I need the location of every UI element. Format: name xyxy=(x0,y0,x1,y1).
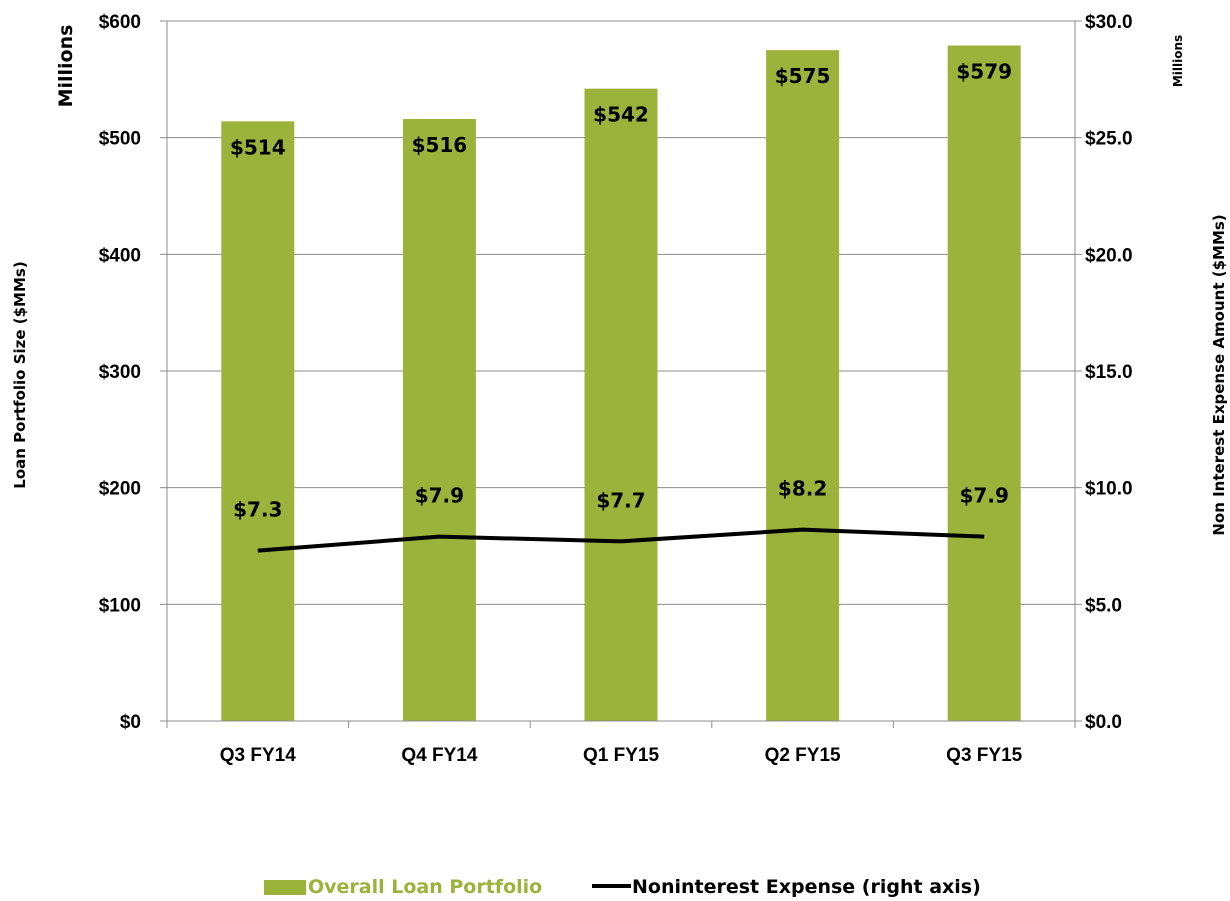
line-data-label: $7.9 xyxy=(415,484,464,508)
x-axis-category-label: Q4 FY14 xyxy=(401,745,477,766)
left-axis-title: Loan Portfolio Size ($MMs) xyxy=(11,261,29,488)
right-axis-title: Non Interest Expense Amount ($MMs) xyxy=(1210,214,1228,535)
bar-series xyxy=(221,45,1021,722)
line-data-label: $7.7 xyxy=(596,488,645,512)
left-axis-tick-label: $400 xyxy=(99,245,141,266)
line-data-label: $8.2 xyxy=(778,477,827,501)
axis-titles: Millions Loan Portfolio Size ($MMs) Mill… xyxy=(11,25,1228,536)
bar-data-label: $579 xyxy=(956,60,1012,84)
x-axis-category-label: Q3 FY14 xyxy=(220,745,296,766)
bar xyxy=(947,45,1021,721)
right-axis-tick-label: $20.0 xyxy=(1085,245,1133,266)
line-series xyxy=(257,527,985,553)
right-axis-tick-label: $30.0 xyxy=(1085,12,1133,33)
bar-data-label: $542 xyxy=(593,103,649,127)
left-axis-tick-label: $500 xyxy=(99,129,141,150)
bar xyxy=(402,119,476,721)
left-axis-tick-label: $200 xyxy=(99,479,141,500)
left-axis-unit-label: Millions xyxy=(55,25,77,108)
left-axis-tick-label: $100 xyxy=(99,595,141,616)
bar-data-label: $516 xyxy=(412,133,468,157)
bar-data-label: $514 xyxy=(230,135,286,159)
left-axis-tick-label: $600 xyxy=(99,12,141,33)
bar xyxy=(584,88,658,721)
left-axis-tick-label: $0 xyxy=(120,712,141,733)
right-axis-tick-label: $5.0 xyxy=(1085,595,1122,616)
bar xyxy=(766,50,840,721)
x-axis-category-label: Q1 FY15 xyxy=(583,745,659,766)
legend-swatch-loan-portfolio xyxy=(264,880,306,895)
right-axis-tick-label: $0.0 xyxy=(1085,712,1122,733)
left-axis-tick-label: $300 xyxy=(99,362,141,383)
right-axis-tick-label: $10.0 xyxy=(1085,479,1133,500)
line-data-label: $7.9 xyxy=(960,484,1009,508)
legend-label-loan-portfolio: Overall Loan Portfolio xyxy=(308,876,542,898)
legend: Overall Loan Portfolio Noninterest Expen… xyxy=(264,876,981,898)
data-labels: $514 $516 $542 $575 $579 $7.3 $7.9 $7.7 $8.2 $7.9 xyxy=(230,60,1012,522)
bar xyxy=(221,121,295,722)
line-data-label: $7.3 xyxy=(233,498,282,522)
x-axis-category-label: Q3 FY15 xyxy=(946,745,1022,766)
series-line-noninterest-expense xyxy=(257,527,985,553)
bar-data-label: $575 xyxy=(775,64,831,88)
legend-label-noninterest-expense: Noninterest Expense (right axis) xyxy=(632,876,981,898)
right-axis-tick-label: $25.0 xyxy=(1085,129,1133,150)
axes: $0 $100 $200 $300 $400 $500 $600 $0.0 $5.0 $10.0 $… xyxy=(99,12,1133,766)
x-axis-category-label: Q2 FY15 xyxy=(765,745,841,766)
right-axis-unit-label: Millions xyxy=(1171,35,1185,87)
right-axis-tick-label: $15.0 xyxy=(1085,362,1133,383)
